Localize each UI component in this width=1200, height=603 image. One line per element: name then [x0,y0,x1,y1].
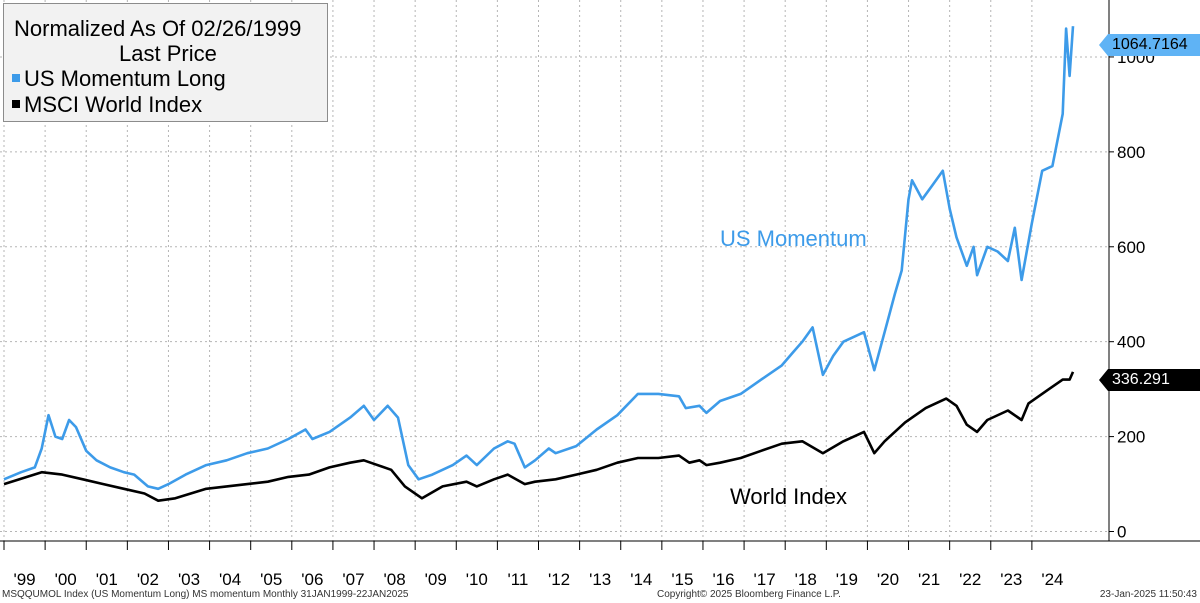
x-tick-label: '13 [589,570,611,589]
x-tick-label: '99 [13,570,35,589]
x-tick-label: '04 [219,570,241,589]
legend-label-world: MSCI World Index [24,92,203,117]
y-tick-label: 600 [1117,238,1145,257]
footer-timestamp: 23-Jan-2025 11:50:43 [1099,589,1197,600]
x-tick-label: '18 [795,570,817,589]
y-tick-label: 400 [1117,333,1145,352]
y-tick-label: 800 [1117,143,1145,162]
x-tick-label: '10 [466,570,488,589]
x-tick-label: '08 [384,570,406,589]
x-tick-label: '11 [507,570,528,589]
x-tick-label: '03 [178,570,200,589]
legend-entry-world: MSCI World Index [12,91,202,118]
last-value-badge-world: 336.291 [1099,369,1200,391]
x-tick-label: '06 [301,570,323,589]
annotation-us-momentum: US Momentum [720,226,867,251]
chart-legend: Normalized As Of 02/26/1999 Last Price U… [3,3,328,122]
x-tick-label: '12 [548,570,570,589]
x-tick-label: '16 [712,570,734,589]
x-tick-label: '07 [342,570,364,589]
x-tick-label: '19 [836,570,858,589]
series-line-us-momentum [3,26,1075,491]
legend-entry-us-momentum: US Momentum Long [12,65,226,92]
series-line-world [3,371,1075,502]
legend-swatch-us-momentum [12,74,20,83]
y-tick-label: 200 [1117,428,1145,447]
legend-title: Normalized As Of 02/26/1999 [14,16,302,41]
legend-subtitle: Last Price [119,41,217,66]
x-tick-label: '09 [425,570,447,589]
last-value-badge-us-momentum: 1064.7164 [1099,34,1200,56]
x-tick-label: '00 [55,570,77,589]
x-tick-label: '15 [671,570,693,589]
x-tick-label: '20 [877,570,899,589]
x-tick-label: '17 [754,570,776,589]
x-tick-label: '02 [137,570,159,589]
footer-source: MSQQUMOL Index (US Momentum Long) MS mom… [2,589,409,600]
x-tick-label: '23 [1000,570,1022,589]
x-tick-label: '21 [918,570,940,589]
annotation-world-index: World Index [730,484,847,509]
x-tick-label: '22 [959,570,981,589]
y-tick-label: 0 [1117,523,1126,542]
chart-series [3,26,1075,502]
x-tick-label: '24 [1041,570,1063,589]
x-tick-label: '05 [260,570,282,589]
legend-label-us-momentum: US Momentum Long [24,66,226,91]
footer-copyright: Copyright© 2025 Bloomberg Finance L.P. [657,589,841,600]
x-tick-label: '01 [96,570,118,589]
x-axis-ticks: '99 '00 '01 '02 '03 '04 '05 '06 '07 '08 '09 '10 '11 '… [3,541,1064,589]
x-tick-label: '14 [630,570,652,589]
legend-swatch-world [12,100,20,109]
